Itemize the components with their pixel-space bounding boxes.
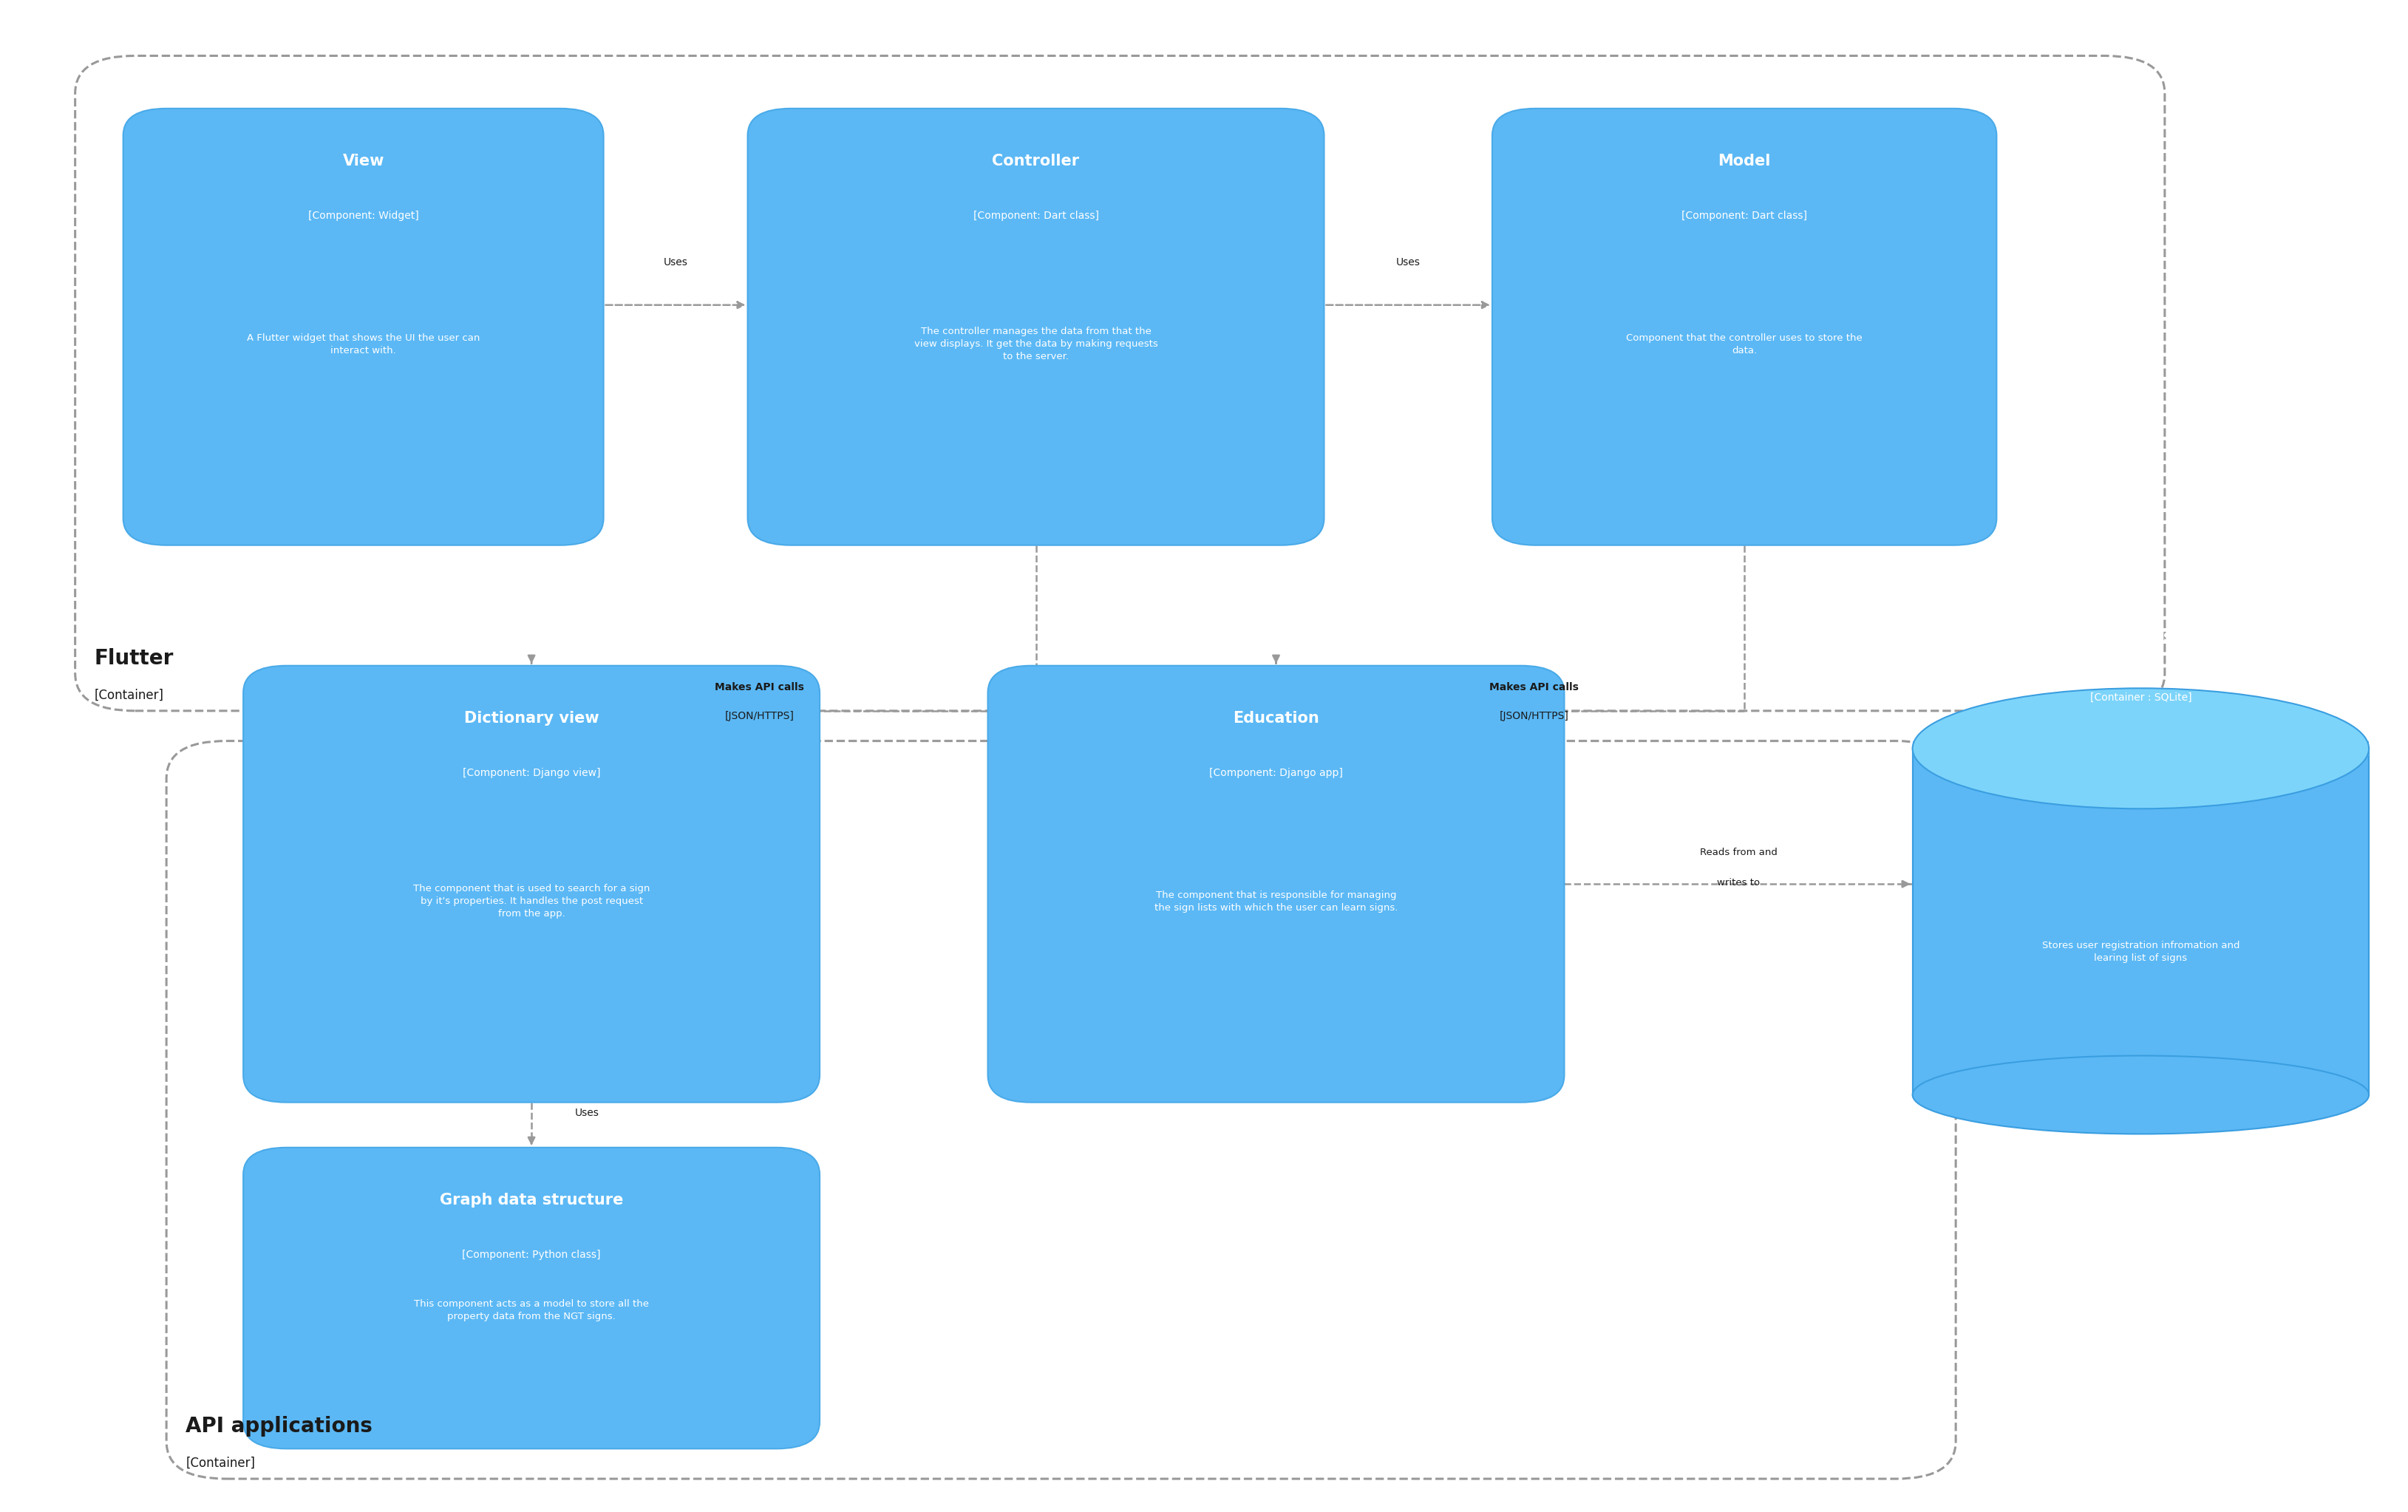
Text: Stores user registration infromation and
learing list of signs: Stores user registration infromation and… (2042, 940, 2239, 963)
Text: [Component: Django view]: [Component: Django view] (462, 768, 600, 779)
Text: The component that is responsible for managing
the sign lists with which the use: The component that is responsible for ma… (1153, 891, 1397, 913)
Text: Model: Model (1717, 154, 1770, 168)
Text: [Container]: [Container] (94, 688, 164, 702)
Text: Makes API calls: Makes API calls (1491, 682, 1580, 692)
Text: Flutter: Flutter (94, 649, 173, 668)
FancyBboxPatch shape (1493, 109, 1996, 546)
Text: [Component: Django app]: [Component: Django app] (1209, 768, 1344, 779)
Text: API applications: API applications (185, 1415, 373, 1436)
Text: Controller: Controller (992, 154, 1079, 168)
Text: The controller manages the data from that the
view displays. It get the data by : The controller manages the data from tha… (915, 327, 1158, 361)
Text: [Component: Widget]: [Component: Widget] (308, 210, 419, 221)
Bar (1912, 741, 2369, 756)
Text: [Component: Dart class]: [Component: Dart class] (1681, 210, 1808, 221)
Text: Makes API calls: Makes API calls (715, 682, 804, 692)
Text: A Flutter widget that shows the UI the user can
interact with.: A Flutter widget that shows the UI the u… (246, 333, 479, 355)
FancyBboxPatch shape (243, 1148, 819, 1448)
Text: Database: Database (2097, 629, 2184, 644)
FancyBboxPatch shape (987, 665, 1565, 1102)
Text: Uses: Uses (1397, 257, 1421, 268)
Text: The component that is used to search for a sign
by it's properties. It handles t: The component that is used to search for… (414, 885, 650, 919)
Text: [Component: Dart class]: [Component: Dart class] (973, 210, 1098, 221)
Text: [JSON/HTTPS]: [JSON/HTTPS] (725, 711, 795, 721)
Text: [Container : SQLite]: [Container : SQLite] (2090, 692, 2191, 703)
Text: [JSON/HTTPS]: [JSON/HTTPS] (1500, 711, 1570, 721)
Text: Uses: Uses (576, 1108, 600, 1117)
Text: [Container]: [Container] (185, 1456, 255, 1470)
Text: Education: Education (1233, 711, 1320, 726)
Text: [Component: Python class]: [Component: Python class] (462, 1250, 600, 1261)
FancyBboxPatch shape (746, 109, 1324, 546)
Text: View: View (342, 154, 385, 168)
Text: Dictionary view: Dictionary view (465, 711, 600, 726)
Bar (1912, 748, 2369, 1095)
Text: Reads from and: Reads from and (1700, 847, 1777, 857)
Text: Component that the controller uses to store the
data.: Component that the controller uses to st… (1625, 333, 1861, 355)
Text: Graph data structure: Graph data structure (441, 1193, 624, 1208)
FancyBboxPatch shape (243, 665, 819, 1102)
Ellipse shape (1912, 688, 2369, 809)
Text: writes to: writes to (1717, 878, 1760, 888)
Text: Uses: Uses (665, 257, 689, 268)
Text: This component acts as a model to store all the
property data from the NGT signs: This component acts as a model to store … (414, 1299, 650, 1321)
FancyBboxPatch shape (123, 109, 604, 546)
Ellipse shape (1912, 1055, 2369, 1134)
